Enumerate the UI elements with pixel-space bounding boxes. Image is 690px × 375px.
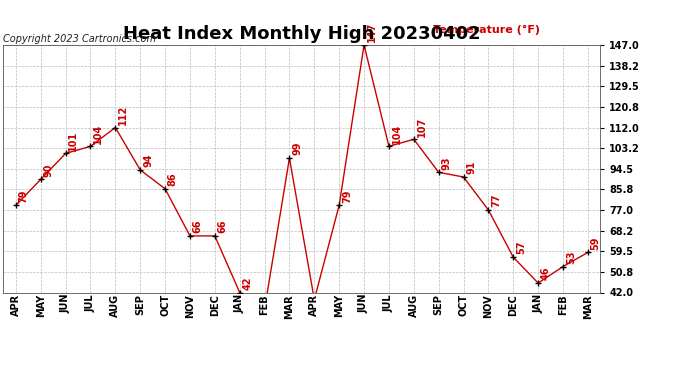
Text: Temperature (°F): Temperature (°F) [433, 25, 540, 35]
Text: 42: 42 [242, 276, 253, 290]
Text: 147: 147 [367, 22, 377, 42]
Text: 101: 101 [68, 130, 79, 151]
Text: 79: 79 [342, 189, 352, 202]
Text: 112: 112 [118, 105, 128, 125]
Text: 46: 46 [541, 267, 551, 280]
Text: 79: 79 [19, 189, 29, 202]
Text: 35: 35 [0, 374, 1, 375]
Text: 39: 39 [0, 374, 1, 375]
Text: 53: 53 [566, 250, 575, 264]
Text: 86: 86 [168, 172, 178, 186]
Text: 104: 104 [392, 123, 402, 144]
Text: 66: 66 [217, 220, 228, 233]
Text: 94: 94 [143, 154, 153, 167]
Title: Heat Index Monthly High 20230402: Heat Index Monthly High 20230402 [123, 26, 481, 44]
Text: 99: 99 [293, 142, 302, 155]
Text: 66: 66 [193, 220, 203, 233]
Text: 77: 77 [491, 194, 501, 207]
Text: 90: 90 [43, 163, 54, 177]
Text: 91: 91 [466, 161, 476, 174]
Text: 59: 59 [591, 236, 600, 250]
Text: 93: 93 [442, 156, 451, 170]
Text: 107: 107 [417, 116, 426, 136]
Text: 104: 104 [93, 123, 104, 144]
Text: 57: 57 [516, 241, 526, 254]
Text: Copyright 2023 Cartronics.com: Copyright 2023 Cartronics.com [3, 34, 157, 44]
